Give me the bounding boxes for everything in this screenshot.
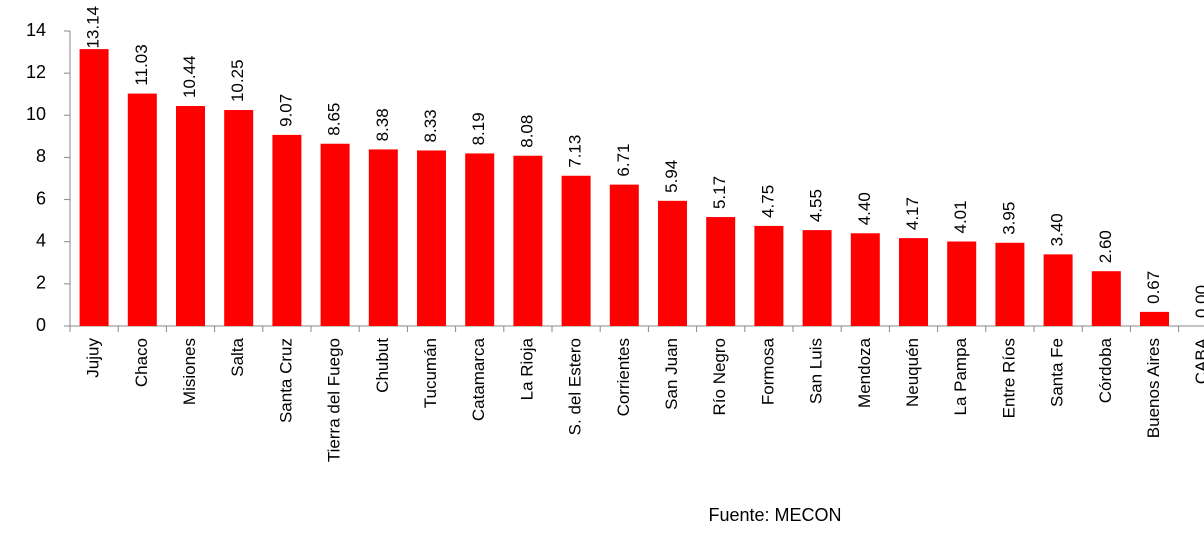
bar bbox=[850, 233, 880, 326]
value-label: 0.00 bbox=[1192, 285, 1204, 318]
y-tick-label: 6 bbox=[36, 188, 46, 208]
value-label: 4.75 bbox=[758, 185, 777, 218]
x-tick-label: Santa Fe bbox=[1048, 338, 1067, 407]
x-tick-label: CABA bbox=[1192, 337, 1204, 384]
bar bbox=[79, 49, 109, 326]
source-note: Fuente: MECON bbox=[708, 505, 841, 525]
bar bbox=[513, 155, 543, 326]
x-tick-label: Misiones bbox=[180, 338, 199, 405]
value-label: 8.65 bbox=[325, 103, 344, 136]
bar bbox=[1043, 254, 1073, 326]
value-label: 8.33 bbox=[421, 109, 440, 142]
bar bbox=[272, 134, 302, 326]
bar bbox=[706, 217, 736, 326]
bar bbox=[561, 175, 591, 326]
value-label: 8.38 bbox=[373, 108, 392, 141]
value-label: 0.67 bbox=[1144, 271, 1163, 304]
y-tick-label: 4 bbox=[36, 230, 46, 250]
x-tick-label: Buenos Aires bbox=[1144, 338, 1163, 438]
bar bbox=[1140, 311, 1169, 326]
value-label: 6.71 bbox=[614, 144, 633, 177]
x-tick-label: S. del Estero bbox=[566, 338, 585, 435]
value-label: 4.01 bbox=[951, 200, 970, 233]
bar bbox=[609, 184, 639, 326]
value-label: 4.17 bbox=[903, 197, 922, 230]
bar bbox=[658, 200, 687, 326]
x-tick-label: Neuquén bbox=[903, 338, 922, 407]
y-tick-label: 2 bbox=[36, 273, 46, 293]
value-label: 5.17 bbox=[710, 176, 729, 209]
value-label: 4.55 bbox=[807, 189, 826, 222]
bar bbox=[465, 153, 495, 326]
bar bbox=[947, 241, 977, 326]
x-tick-label: Chubut bbox=[373, 338, 392, 393]
value-label: 11.03 bbox=[132, 44, 151, 85]
value-label: 13.14 bbox=[84, 6, 103, 49]
x-tick-label: San Juan bbox=[662, 338, 681, 410]
x-tick-label: Catamarca bbox=[469, 337, 488, 421]
bar bbox=[995, 242, 1025, 326]
value-label: 8.08 bbox=[517, 115, 536, 148]
x-tick-label: Jujuy bbox=[84, 338, 103, 378]
x-tick-label: Tucumán bbox=[421, 338, 440, 408]
x-tick-label: Tierra del Fuego bbox=[325, 338, 344, 462]
value-label: 3.95 bbox=[999, 202, 1018, 235]
value-label: 10.44 bbox=[180, 55, 199, 98]
value-label: 3.40 bbox=[1048, 213, 1067, 246]
bar bbox=[754, 225, 784, 326]
bar bbox=[127, 93, 157, 326]
bar bbox=[899, 238, 928, 326]
x-tick-label: La Pampa bbox=[951, 337, 970, 415]
x-tick-label: Salta bbox=[228, 337, 247, 376]
x-tick-label: Córdoba bbox=[1096, 337, 1115, 403]
x-tick-label: Formosa bbox=[758, 337, 777, 405]
bar bbox=[802, 230, 832, 326]
x-tick-label: San Luis bbox=[807, 338, 826, 404]
y-tick-label: 0 bbox=[36, 315, 46, 335]
x-tick-label: Santa Cruz bbox=[276, 338, 295, 423]
x-tick-label: Entre Ríos bbox=[999, 338, 1018, 418]
value-label: 7.13 bbox=[566, 135, 585, 168]
bar bbox=[224, 110, 254, 327]
x-tick-label: Río Negro bbox=[710, 338, 729, 415]
bar bbox=[320, 143, 350, 326]
x-tick-label: Mendoza bbox=[855, 337, 874, 407]
x-tick-label: La Rioja bbox=[517, 337, 536, 400]
bar bbox=[176, 106, 205, 326]
value-label: 10.25 bbox=[228, 59, 247, 102]
bar bbox=[417, 150, 446, 326]
value-label: 9.07 bbox=[276, 94, 295, 127]
value-label: 5.94 bbox=[662, 160, 681, 193]
x-tick-label: Corrientes bbox=[614, 338, 633, 416]
y-tick-label: 10 bbox=[26, 104, 46, 124]
x-tick-label: Chaco bbox=[132, 338, 151, 387]
y-tick-label: 14 bbox=[26, 20, 46, 40]
y-tick-label: 12 bbox=[26, 62, 46, 82]
value-label: 8.19 bbox=[469, 112, 488, 145]
y-tick-label: 8 bbox=[36, 146, 46, 166]
bar bbox=[1091, 271, 1121, 326]
value-label: 2.60 bbox=[1096, 230, 1115, 263]
bar bbox=[368, 149, 398, 326]
value-label: 4.40 bbox=[855, 192, 874, 225]
